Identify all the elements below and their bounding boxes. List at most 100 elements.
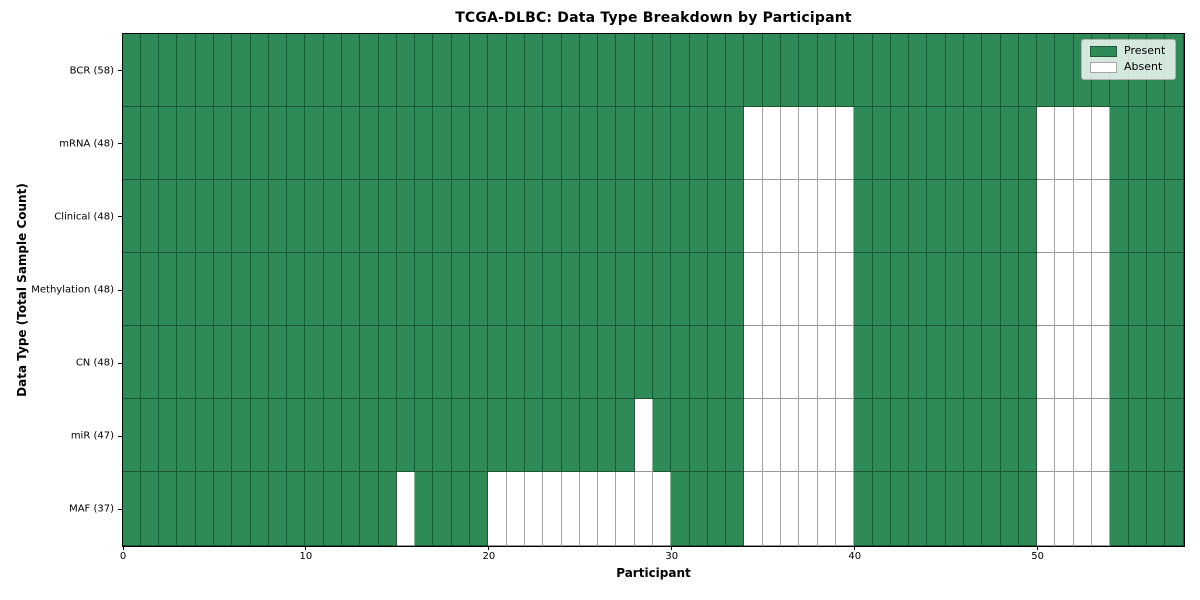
heatmap-cell: [890, 106, 910, 180]
heatmap-cell: [287, 33, 306, 107]
heatmap-cell: [616, 326, 635, 400]
heatmap-cell: [579, 472, 599, 546]
heatmap-cell: [543, 179, 562, 253]
x-tick-label: 50: [1031, 551, 1045, 562]
heatmap-cell: [140, 472, 160, 546]
heatmap-cell: [762, 33, 782, 107]
y-tick-mark: [118, 362, 122, 364]
heatmap-cell: [872, 399, 891, 473]
y-tick-mark: [118, 508, 122, 510]
heatmap-cell: [140, 399, 160, 473]
heatmap-cell: [1146, 106, 1166, 180]
heatmap-cell: [726, 399, 745, 473]
heatmap-cell: [177, 399, 196, 473]
heatmap-cell: [598, 326, 617, 400]
heatmap-cell: [781, 33, 800, 107]
heatmap-cell: [1146, 179, 1166, 253]
heatmap-cell: [799, 399, 818, 473]
heatmap-cell: [927, 326, 946, 400]
x-tick-mark: [1037, 546, 1039, 550]
heatmap-cell: [433, 106, 452, 180]
heatmap-cell: [396, 472, 416, 546]
heatmap-cell: [268, 252, 288, 327]
heatmap-cell: [1092, 179, 1111, 253]
heatmap-cell: [653, 33, 672, 107]
heatmap-cell: [1110, 179, 1129, 253]
heatmap-cell: [1110, 326, 1129, 400]
heatmap-cell: [122, 326, 141, 400]
heatmap-cell: [524, 179, 544, 253]
heatmap-cell: [1055, 179, 1074, 253]
y-tick-mark: [118, 289, 122, 291]
heatmap-cell: [1146, 252, 1166, 327]
heatmap-cell: [506, 472, 525, 546]
legend: Present Absent: [1081, 39, 1176, 81]
heatmap-cell: [616, 33, 635, 107]
heatmap-cell: [890, 252, 910, 327]
heatmap-cell: [1073, 179, 1093, 253]
heatmap-cell: [1037, 399, 1056, 473]
heatmap-cell: [342, 252, 361, 327]
heatmap-cell: [561, 472, 580, 546]
heatmap-cell: [543, 472, 562, 546]
heatmap-cell: [963, 472, 983, 546]
heatmap-cell: [1128, 252, 1147, 327]
heatmap-cell: [634, 399, 653, 473]
heatmap-cell: [268, 472, 288, 546]
heatmap-cell: [470, 179, 489, 253]
legend-label-absent: Absent: [1124, 60, 1163, 74]
heatmap-cell: [122, 399, 141, 473]
heatmap-cell: [1092, 399, 1111, 473]
heatmap-cell: [1165, 399, 1184, 473]
heatmap-cell: [653, 179, 672, 253]
y-tick-label: mRNA (48): [59, 138, 114, 150]
heatmap-cell: [653, 326, 672, 400]
heatmap-cell: [561, 326, 580, 400]
heatmap-cell: [213, 33, 233, 107]
heatmap-cell: [762, 106, 782, 180]
heatmap-cell: [762, 472, 782, 546]
heatmap-cell: [159, 33, 178, 107]
x-tick-mark: [305, 546, 307, 550]
heatmap-cell: [1092, 252, 1111, 327]
heatmap-cell: [287, 106, 306, 180]
heatmap-cell: [762, 326, 782, 400]
heatmap-cell: [1165, 472, 1184, 546]
heatmap-cell: [707, 472, 727, 546]
heatmap-cell: [360, 472, 379, 546]
heatmap-cell: [1037, 252, 1056, 327]
heatmap-cell: [177, 326, 196, 400]
heatmap-cell: [360, 106, 379, 180]
heatmap-cell: [963, 326, 983, 400]
heatmap-cell: [1165, 252, 1184, 327]
heatmap-cell: [140, 106, 160, 180]
heatmap-cell: [305, 106, 324, 180]
heatmap-cell: [1018, 179, 1038, 253]
heatmap-cell: [689, 106, 708, 180]
x-axis-label: Participant: [616, 566, 691, 580]
legend-swatch-absent-icon: [1090, 61, 1117, 73]
heatmap-cell: [1000, 472, 1019, 546]
heatmap-cell: [305, 252, 324, 327]
heatmap-cell: [378, 326, 397, 400]
heatmap-cell: [250, 179, 269, 253]
heatmap-cell: [579, 326, 599, 400]
heatmap-cell: [817, 106, 836, 180]
heatmap-cell: [177, 106, 196, 180]
heatmap-cell: [854, 33, 873, 107]
heatmap-cell: [1018, 33, 1038, 107]
heatmap-cell: [890, 326, 910, 400]
heatmap-cell: [835, 179, 855, 253]
heatmap-cell: [122, 179, 141, 253]
heatmap-cell: [835, 33, 855, 107]
heatmap-cell: [250, 472, 269, 546]
heatmap-cell: [506, 252, 525, 327]
heatmap-cell: [817, 399, 836, 473]
heatmap-cell: [213, 326, 233, 400]
heatmap-cell: [1110, 252, 1129, 327]
x-tick-label: 10: [299, 551, 313, 562]
heatmap-cell: [1055, 106, 1074, 180]
y-tick-label: miR (47): [70, 430, 114, 442]
heatmap-cell: [159, 179, 178, 253]
heatmap-cell: [616, 472, 635, 546]
